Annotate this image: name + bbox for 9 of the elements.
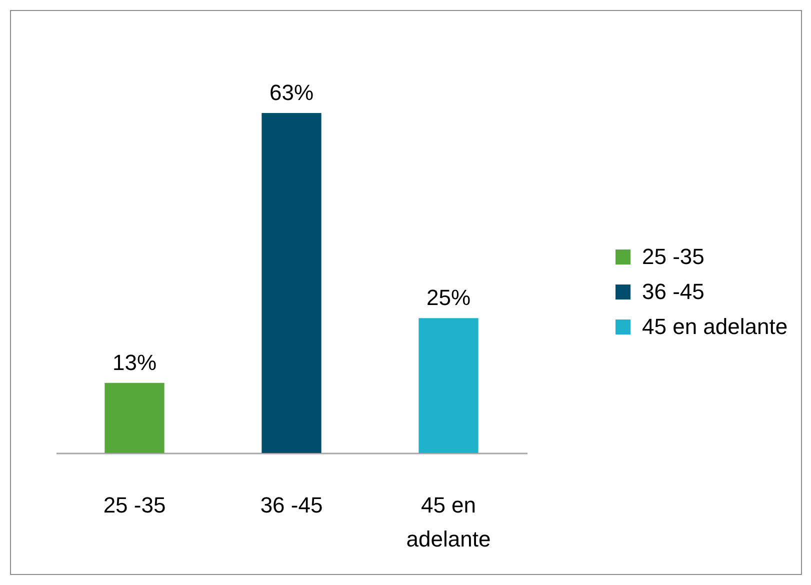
x-tick-label: 25 -35 bbox=[103, 492, 166, 518]
legend-label: 45 en adelante bbox=[642, 314, 788, 339]
legend-label: 36 -45 bbox=[642, 279, 704, 304]
x-tick-label: 45 en adelante bbox=[406, 492, 491, 552]
x-tick-label: 36 -45 bbox=[260, 492, 323, 518]
data-label: 25% bbox=[426, 285, 471, 310]
data-label: 63% bbox=[269, 80, 314, 105]
data-label: 13% bbox=[112, 350, 157, 375]
legend-label: 25 -35 bbox=[642, 244, 704, 269]
